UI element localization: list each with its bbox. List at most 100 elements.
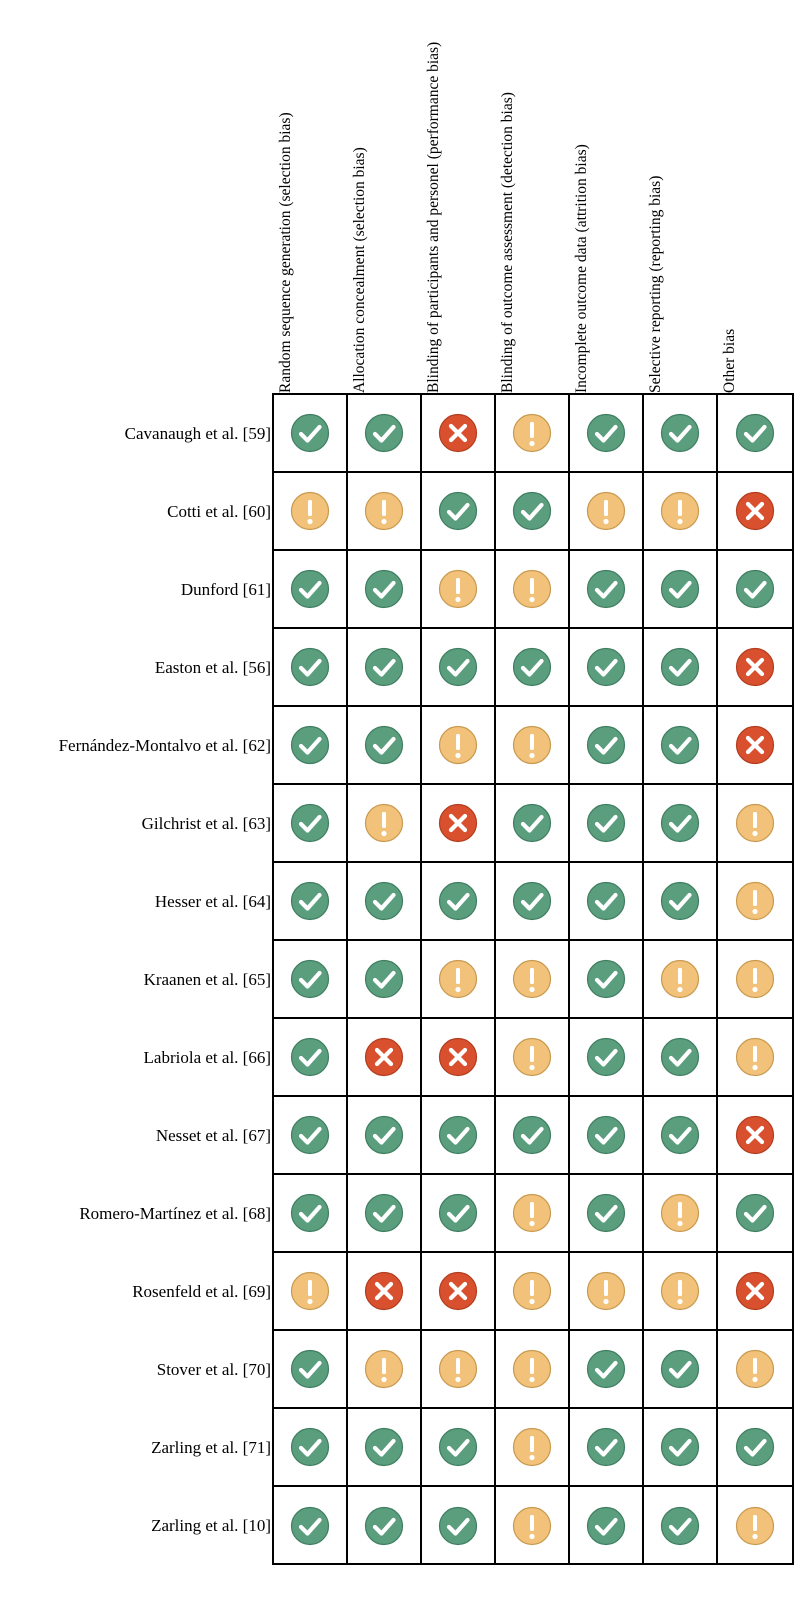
study-row xyxy=(274,785,792,863)
rating-cell xyxy=(348,551,422,629)
check-icon xyxy=(512,647,552,687)
rating-cell xyxy=(422,629,496,707)
cross-icon xyxy=(364,1037,404,1077)
check-icon xyxy=(735,1427,775,1467)
rating-cell xyxy=(644,941,718,1019)
cross-icon xyxy=(735,647,775,687)
check-icon xyxy=(586,1115,626,1155)
rating-cell xyxy=(718,551,792,629)
check-icon xyxy=(735,569,775,609)
risk-of-bias-grid xyxy=(272,393,794,1565)
check-icon xyxy=(364,647,404,687)
rating-cell xyxy=(422,1409,496,1487)
rating-cell xyxy=(348,1097,422,1175)
check-icon xyxy=(586,1037,626,1077)
check-icon xyxy=(586,569,626,609)
study-row xyxy=(274,1175,792,1253)
rating-cell xyxy=(274,863,348,941)
check-icon xyxy=(364,1506,404,1546)
rating-cell xyxy=(718,1175,792,1253)
rating-cell xyxy=(348,473,422,551)
cross-icon xyxy=(735,1115,775,1155)
rating-cell xyxy=(570,551,644,629)
check-icon xyxy=(512,1115,552,1155)
rating-cell xyxy=(348,395,422,473)
check-icon xyxy=(290,725,330,765)
cross-icon xyxy=(438,1037,478,1077)
rating-cell xyxy=(644,1175,718,1253)
column-header: Random sequence generation (selection bi… xyxy=(277,112,294,393)
check-icon xyxy=(438,1506,478,1546)
exclamation-icon xyxy=(512,1349,552,1389)
check-icon xyxy=(660,1427,700,1467)
rating-cell xyxy=(422,785,496,863)
check-icon xyxy=(290,959,330,999)
check-icon xyxy=(512,881,552,921)
exclamation-icon xyxy=(364,1349,404,1389)
check-icon xyxy=(290,1037,330,1077)
rating-cell xyxy=(496,1175,570,1253)
rating-cell xyxy=(274,395,348,473)
rating-cell xyxy=(644,1019,718,1097)
column-header: Allocation concealment (selection bias) xyxy=(351,147,368,393)
exclamation-icon xyxy=(438,1349,478,1389)
rating-cell xyxy=(274,707,348,785)
study-row xyxy=(274,1097,792,1175)
check-icon xyxy=(660,647,700,687)
rating-cell xyxy=(422,941,496,1019)
check-icon xyxy=(438,1193,478,1233)
rating-cell xyxy=(570,863,644,941)
rating-cell xyxy=(274,473,348,551)
rating-cell xyxy=(348,941,422,1019)
cross-icon xyxy=(438,1271,478,1311)
exclamation-icon xyxy=(290,491,330,531)
study-row xyxy=(274,551,792,629)
cross-icon xyxy=(735,491,775,531)
study-row xyxy=(274,1331,792,1409)
column-header: Selective reporting (reporting bias) xyxy=(647,175,664,393)
rating-cell xyxy=(570,1331,644,1409)
check-icon xyxy=(290,1193,330,1233)
study-name: Kraanen et al. [65] xyxy=(143,970,271,989)
rating-cell xyxy=(422,1487,496,1565)
study-row xyxy=(274,1487,792,1565)
rating-cell xyxy=(644,785,718,863)
rating-cell xyxy=(570,1253,644,1331)
rating-cell xyxy=(570,1487,644,1565)
rating-cell xyxy=(274,1331,348,1409)
exclamation-icon xyxy=(512,1193,552,1233)
cross-icon xyxy=(735,725,775,765)
rating-cell xyxy=(718,941,792,1019)
rating-cell xyxy=(644,1097,718,1175)
exclamation-icon xyxy=(512,725,552,765)
rating-cell xyxy=(496,629,570,707)
rating-cell xyxy=(570,1019,644,1097)
rating-cell xyxy=(718,1409,792,1487)
exclamation-icon xyxy=(660,1193,700,1233)
rating-cell xyxy=(644,863,718,941)
rating-cell xyxy=(570,785,644,863)
rating-cell xyxy=(644,1253,718,1331)
rating-cell xyxy=(496,1487,570,1565)
rating-cell xyxy=(570,707,644,785)
column-header: Incomplete outcome data (attrition bias) xyxy=(573,144,590,393)
check-icon xyxy=(660,1506,700,1546)
study-name: Dunford [61] xyxy=(180,580,271,599)
rating-cell xyxy=(348,707,422,785)
study-name: Gilchrist et al. [63] xyxy=(141,814,271,833)
check-icon xyxy=(438,1427,478,1467)
rating-cell xyxy=(644,1409,718,1487)
study-row xyxy=(274,1019,792,1097)
check-icon xyxy=(364,1193,404,1233)
rating-cell xyxy=(718,1331,792,1409)
rating-cell xyxy=(274,1409,348,1487)
exclamation-icon xyxy=(735,803,775,843)
rating-cell xyxy=(496,1253,570,1331)
check-icon xyxy=(660,725,700,765)
rating-cell xyxy=(718,707,792,785)
study-name: Hesser et al. [64] xyxy=(154,892,271,911)
column-header: Blinding of participants and personel (p… xyxy=(425,41,442,393)
check-icon xyxy=(364,881,404,921)
rating-cell xyxy=(644,629,718,707)
rating-cell xyxy=(274,1487,348,1565)
